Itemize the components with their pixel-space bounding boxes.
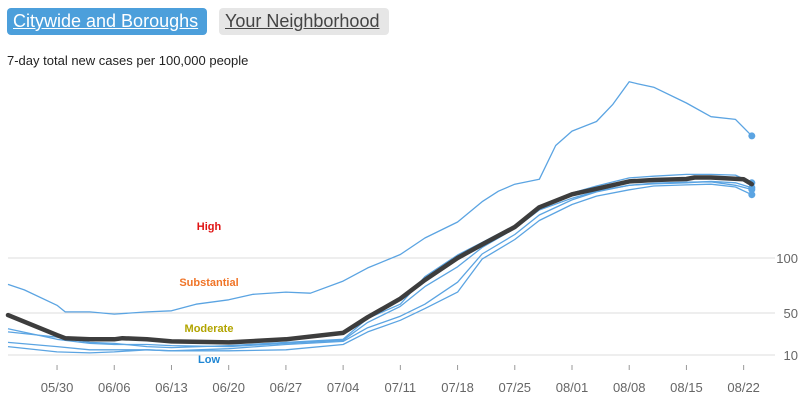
borough-endpoint-4[interactable] [748,184,756,192]
level-label-moderate: Moderate [185,323,234,335]
transmission-level-labels: High Substantial Moderate Low [179,221,238,366]
y-tick-label: 100 [776,251,798,266]
citywide-series [5,175,755,345]
level-label-high: High [197,221,222,233]
borough-line-5[interactable] [7,183,753,354]
x-tick-label: 06/13 [155,380,188,395]
y-axis-ticks: 10 50 100 [776,251,798,363]
level-label-low: Low [198,354,220,366]
x-tick-label: 07/11 [385,380,417,395]
borough-line-4[interactable] [7,180,752,352]
x-tick-label: 06/06 [98,380,131,395]
borough-series [7,81,756,354]
chart-subtitle: 7-day total new cases per 100,000 people [7,53,249,68]
x-tick-label: 08/15 [670,380,703,395]
x-tick-label: 08/01 [556,380,589,395]
citywide-line[interactable] [5,175,755,345]
x-tick-label: 07/04 [327,380,360,395]
tab-citywide-and-boroughs[interactable]: Citywide and Boroughs [7,8,207,35]
borough-line-2[interactable] [7,173,753,349]
x-tick-label: 07/25 [499,380,532,395]
y-tick-label: 50 [784,306,798,321]
y-tick-label: 10 [784,348,798,363]
x-tick-label: 07/18 [441,380,474,395]
borough-line-1[interactable] [7,81,753,315]
level-label-substantial: Substantial [179,277,238,289]
x-tick-label: 06/27 [270,380,303,395]
x-tick-label: 08/08 [613,380,646,395]
x-tick-label: 08/22 [727,380,760,395]
x-tick-label: 05/30 [41,380,74,395]
x-axis-ticks: 05/30 06/06 06/13 06/20 06/27 07/04 07/11 07/18… [41,365,760,395]
borough-endpoint-1[interactable] [748,132,756,140]
x-tick-label: 06/20 [212,380,245,395]
cases-line-chart: 10 50 100 05/30 06/06 06/13 06/20 06/27 07/04 07… [5,81,798,395]
borough-endpoint-5[interactable] [748,191,756,199]
borough-line-3[interactable] [7,181,752,348]
tab-your-neighborhood[interactable]: Your Neighborhood [219,8,389,35]
